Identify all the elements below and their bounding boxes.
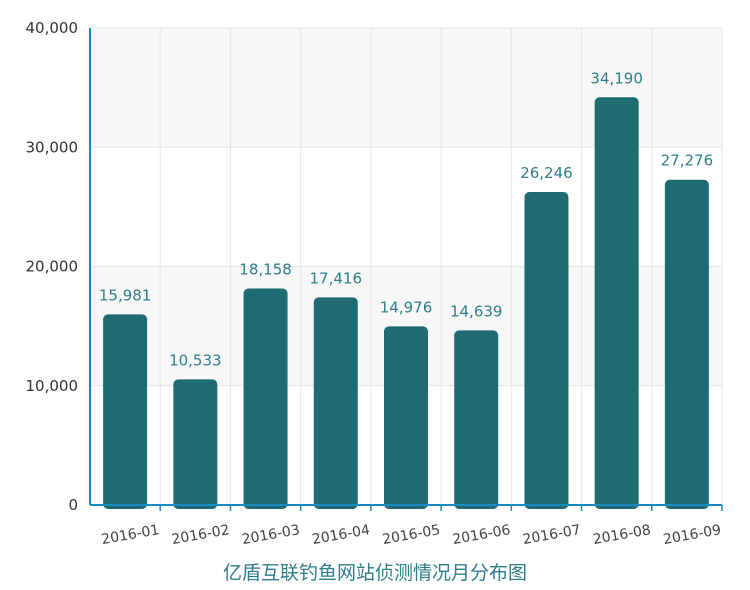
data-label-2016-06: 14,639 [450,302,503,320]
x-tick-label: 2016-07 [522,522,582,548]
y-tick-label: 10,000 [26,377,79,395]
bar-2016-02 [173,379,218,509]
data-label-2016-01: 15,981 [99,286,152,304]
data-labels: 15,981 10,533 18,158 17,416 14,976 14,639 26,2… [99,69,713,369]
data-label-2016-05: 14,976 [380,298,433,316]
x-tick-label: 2016-06 [451,522,511,548]
bar-2016-09 [664,179,709,509]
data-label-2016-07: 26,246 [520,164,573,182]
bars [103,97,709,510]
data-label-2016-09: 27,276 [661,152,714,170]
x-tick-label: 2016-01 [100,522,160,548]
bar-2016-06 [454,330,499,509]
bar-2016-07 [524,192,569,509]
x-tick-label: 2016-02 [170,522,230,548]
bar-2016-03 [243,288,288,509]
x-axis-ticks: 2016-01 2016-02 2016-03 2016-04 2016-05 2016-… [100,505,723,548]
data-label-2016-03: 18,158 [239,260,292,278]
bar-2016-01 [103,314,148,509]
x-tick-label: 2016-03 [241,522,301,548]
y-tick-label: 0 [68,496,78,514]
chart-title: 亿盾互联钓鱼网站侦测情况月分布图 [222,562,527,584]
x-tick-label: 2016-04 [311,522,371,548]
gridlines [90,27,723,505]
y-tick-label: 40,000 [26,19,79,37]
y-tick-label: 30,000 [26,138,79,156]
x-tick-label: 2016-08 [592,522,652,548]
y-axis-ticks: 0 10,000 20,000 30,000 40,000 [26,19,79,514]
data-label-2016-02: 10,533 [169,351,222,369]
bar-2016-08 [594,97,639,510]
x-tick-label: 2016-09 [662,522,722,548]
data-label-2016-08: 34,190 [590,69,643,87]
bar-chart: 15,981 10,533 18,158 17,416 14,976 14,639 26,2… [26,19,723,548]
bar-2016-05 [384,326,428,509]
y-tick-label: 20,000 [26,258,79,276]
x-tick-label: 2016-05 [381,522,441,548]
bar-2016-04 [313,297,358,509]
data-label-2016-04: 17,416 [310,269,363,287]
